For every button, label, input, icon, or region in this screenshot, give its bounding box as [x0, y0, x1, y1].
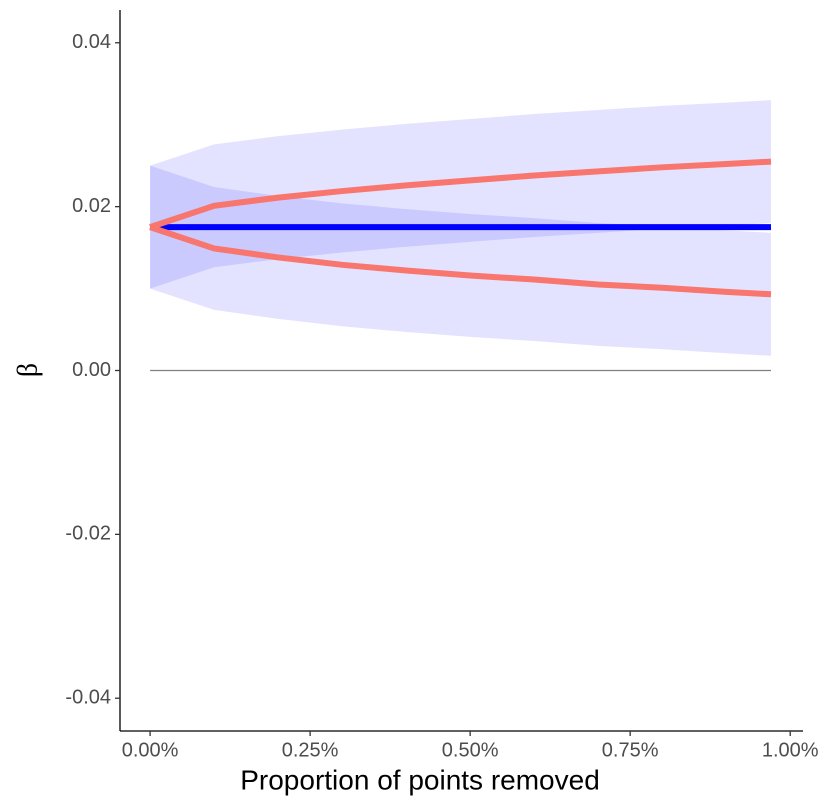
line	[149, 158, 772, 230]
y-tick-label: -0.02	[65, 523, 111, 545]
y-tick-label: 0.02	[72, 195, 111, 217]
x-tick-label: 0.75%	[602, 739, 659, 761]
confidence-band	[150, 165, 771, 356]
y-tick-label: -0.04	[65, 687, 111, 709]
y-axis-label: β	[12, 363, 43, 377]
y-tick-label: 0.04	[72, 31, 111, 53]
line	[149, 224, 772, 298]
x-tick-label: 0.00%	[122, 739, 179, 761]
x-axis-label: Proportion of points removed	[240, 764, 600, 795]
x-tick-label: 0.25%	[282, 739, 339, 761]
x-tick-label: 0.50%	[442, 739, 499, 761]
x-tick-label: 1.00%	[762, 739, 819, 761]
y-tick-label: 0.00	[72, 359, 111, 381]
confidence-band	[150, 100, 771, 289]
